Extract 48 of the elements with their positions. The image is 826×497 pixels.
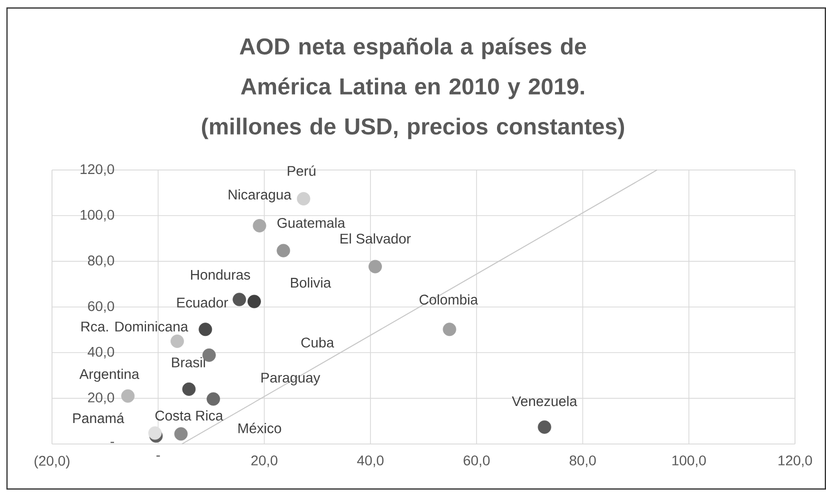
y-tick-label: 80,0	[88, 256, 114, 268]
annotation: Colombia	[420, 294, 478, 305]
point	[174, 427, 188, 441]
annotation: Bolivia	[291, 277, 332, 288]
y-tick-label: -	[110, 442, 114, 443]
point	[276, 244, 290, 258]
y-tick-label: 120,0	[80, 164, 114, 176]
x-tick-label: 100,0	[672, 456, 706, 468]
point	[206, 392, 220, 406]
y-tick-label: 60,0	[88, 301, 114, 313]
annotation: Rca. Dominicana	[81, 321, 188, 332]
annotation: Nicaragua	[228, 189, 292, 202]
chart-title: AOD neta española a países de América Latina en 2010 y 2019. (millones de USD, precios constantes)	[202, 38, 624, 140]
point	[182, 382, 196, 396]
y-tick-label: 20,0	[88, 392, 114, 404]
annotation: Argentina	[79, 368, 140, 382]
annotation: Perú	[288, 165, 316, 176]
x-tick-label: 120,0	[778, 456, 812, 468]
y-tick-label: 100,0	[80, 210, 114, 222]
y-tick-label: 40,0	[88, 346, 114, 358]
point	[148, 426, 162, 440]
annotation: Costa Rica	[155, 410, 224, 421]
annotation: Cuba	[301, 337, 334, 348]
annotation: Venezuela	[512, 396, 578, 406]
annotation: Paraguay	[261, 372, 320, 386]
point	[198, 322, 212, 336]
point	[248, 294, 261, 308]
point	[368, 260, 382, 274]
x-tick-label: 60,0	[464, 456, 490, 468]
annotation: México	[238, 422, 282, 434]
point	[296, 192, 310, 206]
x-tick-label: 20,0	[251, 456, 278, 468]
x-tick-label: 80,0	[570, 456, 596, 468]
annotation: Guatemala	[277, 218, 346, 228]
annotation: Honduras	[191, 269, 250, 280]
x-tick-label: (20,0)	[34, 456, 70, 469]
annotation: El Salvador	[340, 233, 411, 244]
x-tick-label: -	[156, 456, 160, 457]
point	[252, 219, 266, 232]
point	[170, 334, 184, 348]
annotation: Panamá	[73, 412, 124, 424]
point	[232, 292, 246, 306]
point	[442, 322, 456, 336]
x-tick-label: 40,0	[357, 456, 384, 468]
annotation: Brasil	[172, 357, 205, 368]
point	[121, 389, 135, 403]
annotation: Ecuador	[177, 297, 228, 308]
point	[538, 420, 552, 434]
